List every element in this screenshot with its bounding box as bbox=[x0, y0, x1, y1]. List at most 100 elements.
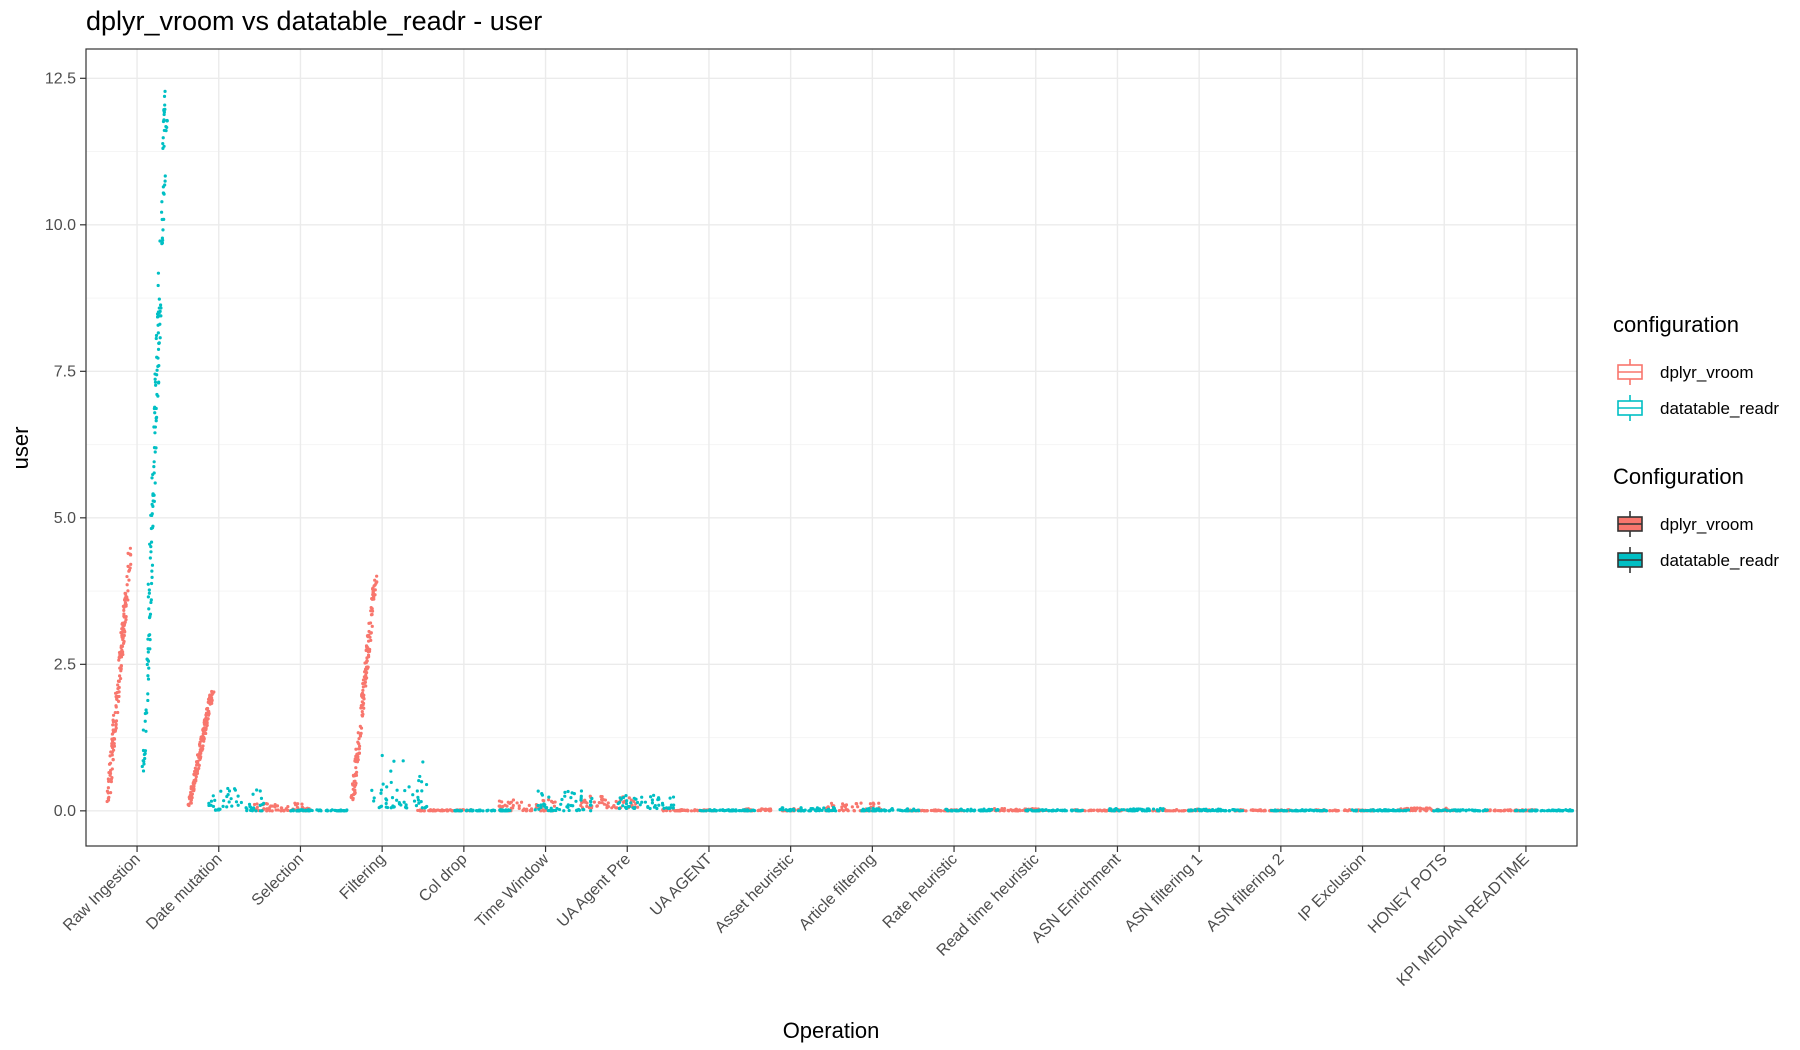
data-point bbox=[416, 798, 420, 802]
data-point bbox=[115, 697, 119, 702]
data-point bbox=[384, 797, 388, 801]
data-point bbox=[1114, 807, 1118, 811]
data-point bbox=[1042, 808, 1046, 812]
data-point bbox=[788, 807, 793, 812]
data-point bbox=[201, 747, 205, 751]
data-point bbox=[234, 800, 239, 804]
data-point bbox=[163, 89, 167, 93]
data-point bbox=[417, 801, 421, 805]
data-point bbox=[189, 801, 193, 805]
data-point bbox=[358, 724, 362, 728]
data-point bbox=[339, 809, 343, 813]
data-point bbox=[110, 744, 114, 748]
data-point bbox=[156, 331, 160, 335]
data-point bbox=[1300, 808, 1304, 812]
data-point bbox=[820, 808, 824, 812]
data-point bbox=[689, 809, 694, 813]
data-point bbox=[1087, 809, 1091, 813]
data-point bbox=[162, 217, 166, 221]
data-point bbox=[700, 809, 704, 813]
data-point bbox=[498, 809, 503, 813]
data-point bbox=[1193, 809, 1197, 813]
data-point bbox=[1279, 808, 1283, 812]
data-point bbox=[1002, 809, 1006, 813]
data-point bbox=[154, 336, 158, 341]
x-tick-label: UA AGENT bbox=[647, 851, 716, 920]
data-point bbox=[565, 805, 569, 809]
data-point bbox=[150, 563, 155, 567]
data-point bbox=[589, 799, 593, 803]
data-point bbox=[910, 809, 914, 813]
data-point bbox=[1554, 809, 1558, 813]
data-point bbox=[680, 808, 684, 812]
data-point bbox=[442, 808, 446, 813]
data-point bbox=[1335, 809, 1339, 813]
data-point bbox=[124, 614, 128, 619]
data-point bbox=[296, 809, 300, 813]
data-point bbox=[113, 710, 117, 715]
data-point bbox=[150, 575, 154, 580]
data-point bbox=[1018, 809, 1022, 813]
data-point bbox=[217, 808, 221, 812]
y-tick-label: 0.0 bbox=[54, 803, 76, 820]
data-points bbox=[105, 89, 1574, 813]
data-point bbox=[1054, 809, 1058, 813]
data-point bbox=[306, 808, 311, 812]
data-point bbox=[157, 297, 161, 301]
data-point bbox=[111, 718, 115, 722]
data-point bbox=[585, 801, 589, 805]
data-point bbox=[161, 119, 166, 124]
data-point bbox=[626, 805, 630, 809]
data-point bbox=[395, 788, 399, 792]
data-point bbox=[430, 809, 434, 813]
data-point bbox=[1177, 809, 1181, 813]
data-point bbox=[147, 588, 151, 592]
data-point bbox=[476, 809, 480, 813]
data-point bbox=[143, 756, 147, 761]
data-point bbox=[375, 574, 379, 578]
data-point bbox=[1520, 808, 1524, 813]
data-point bbox=[201, 734, 205, 738]
data-point bbox=[1000, 807, 1004, 811]
data-point bbox=[245, 809, 249, 813]
data-point bbox=[1481, 809, 1485, 813]
data-point bbox=[1034, 809, 1039, 813]
data-point bbox=[325, 808, 329, 812]
data-point bbox=[655, 806, 659, 811]
data-point bbox=[1294, 808, 1298, 812]
y-tick-label: 5.0 bbox=[54, 510, 76, 527]
data-point bbox=[1308, 808, 1312, 812]
data-point bbox=[118, 674, 122, 678]
data-point bbox=[365, 645, 369, 649]
data-point bbox=[156, 271, 161, 275]
data-point bbox=[162, 191, 166, 195]
data-point bbox=[114, 719, 119, 723]
data-point bbox=[401, 759, 405, 763]
data-point bbox=[358, 734, 363, 738]
data-point bbox=[916, 808, 920, 812]
data-point bbox=[368, 621, 373, 625]
data-point bbox=[501, 804, 505, 809]
data-point bbox=[122, 622, 127, 626]
data-point bbox=[882, 808, 886, 812]
data-point bbox=[425, 804, 429, 809]
data-point bbox=[867, 809, 871, 813]
data-point bbox=[290, 808, 294, 813]
data-point bbox=[671, 806, 675, 810]
data-point bbox=[105, 789, 110, 793]
data-point bbox=[1161, 807, 1165, 811]
data-point bbox=[1411, 809, 1415, 813]
data-point bbox=[361, 688, 365, 692]
data-point bbox=[161, 238, 165, 242]
data-point bbox=[149, 550, 153, 554]
data-point bbox=[197, 766, 201, 771]
data-point bbox=[141, 769, 146, 773]
data-point bbox=[1026, 808, 1030, 812]
data-point bbox=[359, 706, 363, 710]
data-point bbox=[557, 807, 562, 812]
data-point bbox=[155, 315, 160, 319]
data-point bbox=[107, 779, 111, 783]
data-point bbox=[1273, 809, 1278, 813]
data-point bbox=[1423, 808, 1427, 812]
